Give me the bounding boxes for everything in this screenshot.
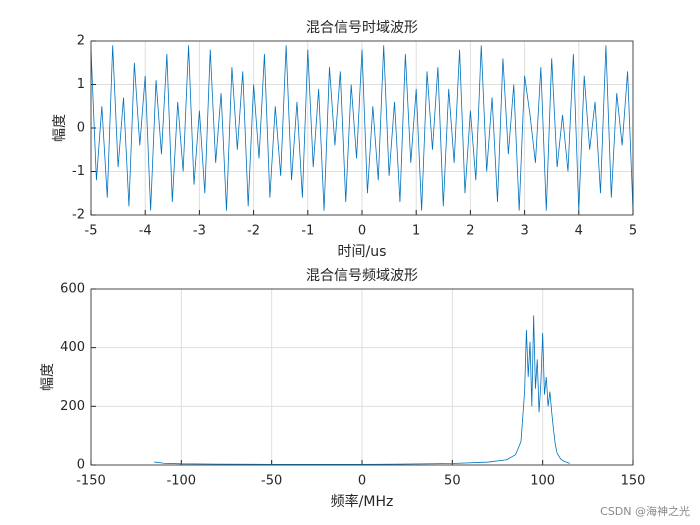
y-tick-label: 600 bbox=[60, 282, 85, 297]
x-tick-label: -1 bbox=[301, 224, 314, 239]
x-tick-label: 0 bbox=[358, 224, 366, 239]
x-tick-label: -4 bbox=[139, 224, 152, 239]
y-tick-label: -1 bbox=[72, 164, 85, 179]
y-tick-label: 0 bbox=[77, 458, 85, 473]
x-axis-label: 频率/MHz bbox=[331, 493, 394, 510]
watermark: CSDN @海神之光 bbox=[600, 504, 690, 518]
x-tick-label: -150 bbox=[76, 474, 106, 489]
x-tick-label: 1 bbox=[412, 224, 420, 239]
y-tick-label: 400 bbox=[60, 340, 85, 355]
x-tick-label: 100 bbox=[530, 474, 555, 489]
signal-line bbox=[90, 45, 634, 211]
x-axis-label: 时间/us bbox=[338, 244, 387, 260]
y-tick-label: 1 bbox=[77, 77, 85, 92]
signal-line bbox=[154, 315, 570, 465]
chart-title: 混合信号时域波形 bbox=[306, 20, 418, 36]
x-tick-label: 2 bbox=[466, 224, 474, 239]
y-tick-label: 2 bbox=[77, 34, 85, 49]
x-tick-label: -2 bbox=[247, 224, 260, 239]
x-tick-label: 0 bbox=[358, 474, 366, 489]
x-tick-label: -100 bbox=[167, 474, 197, 489]
x-tick-label: -3 bbox=[193, 224, 206, 239]
x-tick-label: 4 bbox=[575, 224, 583, 239]
chart-title: 混合信号频域波形 bbox=[306, 268, 418, 284]
y-axis-label: 幅度 bbox=[52, 114, 68, 142]
y-axis-label: 幅度 bbox=[40, 363, 56, 391]
x-tick-label: -50 bbox=[261, 474, 282, 489]
x-tick-label: 5 bbox=[629, 224, 637, 239]
axes-box bbox=[90, 288, 634, 466]
y-tick-label: 200 bbox=[60, 399, 85, 414]
x-tick-label: 50 bbox=[444, 474, 461, 489]
x-tick-label: 150 bbox=[621, 474, 646, 489]
x-tick-label: -5 bbox=[85, 224, 98, 239]
y-tick-label: 0 bbox=[77, 121, 85, 136]
x-tick-label: 3 bbox=[520, 224, 528, 239]
axes-box bbox=[90, 40, 634, 216]
y-tick-label: -2 bbox=[72, 208, 85, 223]
